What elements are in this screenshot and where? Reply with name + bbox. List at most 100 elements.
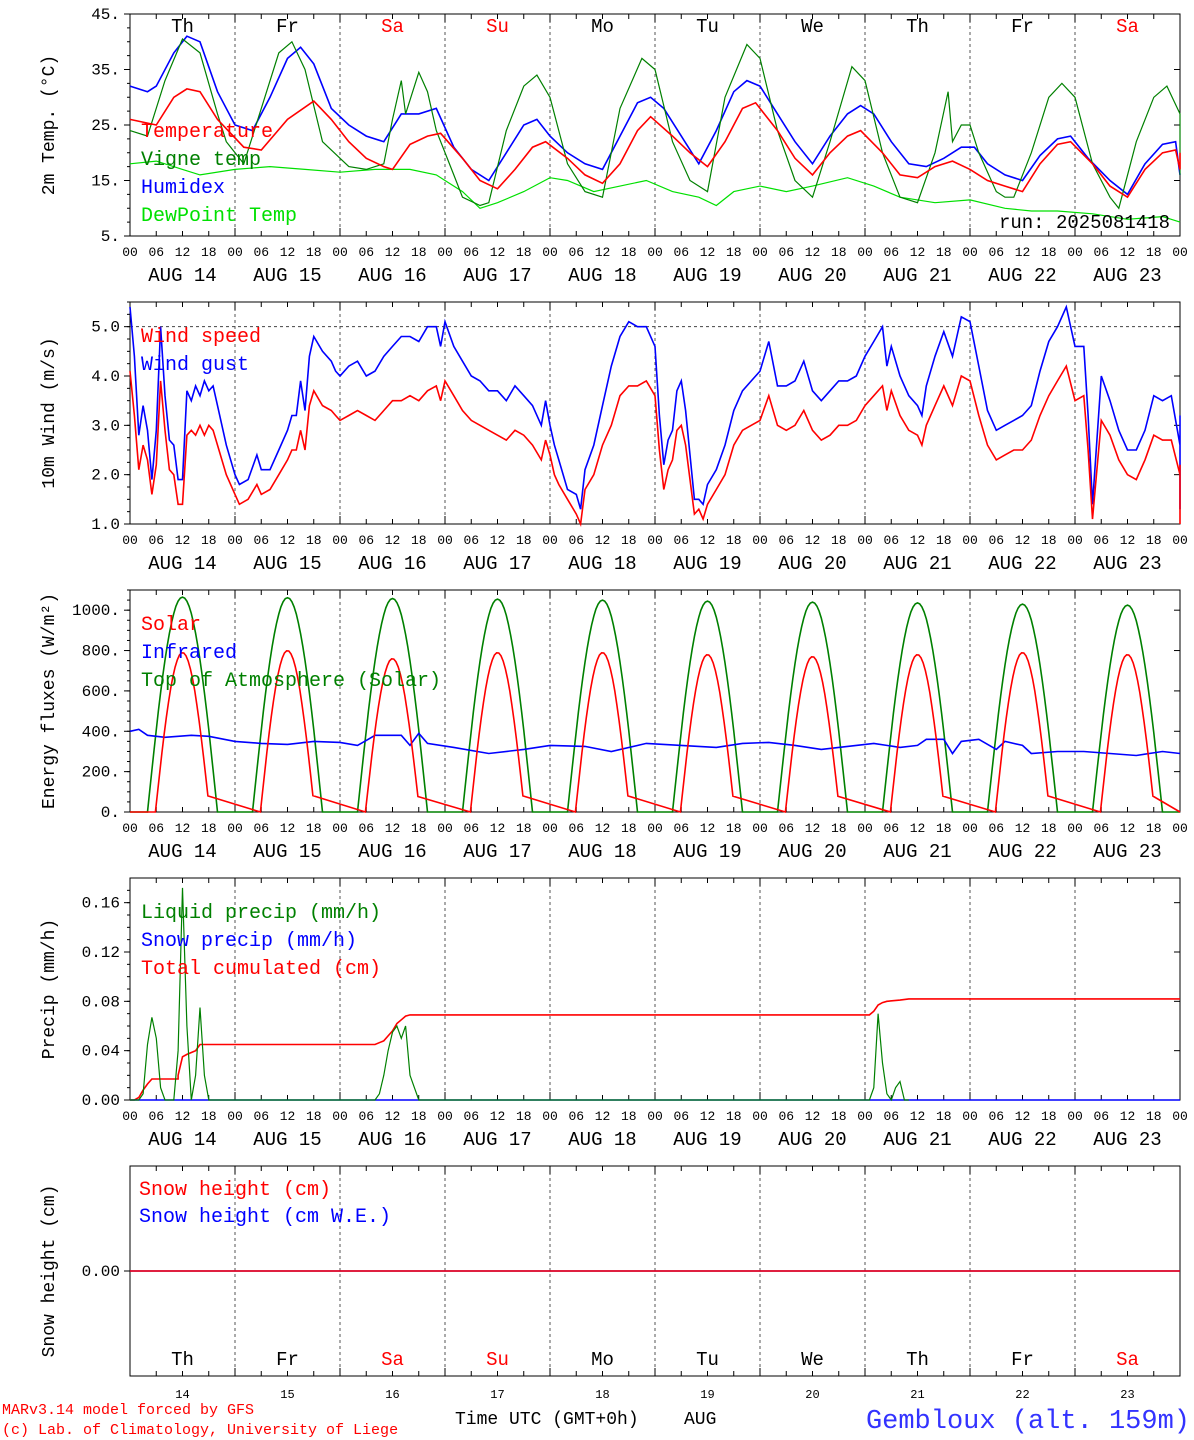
legend-entry: Total cumulated (cm)	[141, 958, 381, 981]
x-hour-label: 18	[411, 245, 427, 260]
x-date-label: AUG 17	[463, 841, 531, 863]
x-date-label: AUG 20	[778, 1129, 846, 1151]
x-date-label: AUG 23	[1093, 265, 1161, 287]
day-name-label: Fr	[1011, 16, 1034, 38]
x-hour-label: 12	[595, 821, 611, 836]
x-hour-label: 12	[700, 821, 716, 836]
day-name-label: Sa	[1116, 1349, 1139, 1371]
x-hour-label: 12	[385, 245, 401, 260]
x-hour-label: 18	[411, 533, 427, 548]
x-hour-label: 06	[988, 533, 1004, 548]
x-hour-label: 06	[1093, 533, 1109, 548]
y-tick-label: 3.0	[91, 417, 120, 435]
x-hour-label: 12	[805, 821, 821, 836]
x-hour-label: 12	[175, 533, 191, 548]
x-hour-label: 18	[831, 821, 847, 836]
credit-line-1: MARv3.14 model forced by GFS	[2, 1402, 254, 1419]
x-date-label: AUG 19	[673, 1129, 741, 1151]
x-hour-label: 06	[148, 1109, 164, 1124]
x-date-label: AUG 18	[568, 553, 636, 575]
day-name-label: Fr	[276, 1349, 299, 1371]
x-hour-label: 00	[1172, 245, 1188, 260]
footer: MARv3.14 model forced by GFS (c) Lab. of…	[2, 1402, 1190, 1439]
x-date-label: AUG 14	[148, 265, 216, 287]
y-tick-label: 800.	[82, 643, 120, 661]
x-hour-label: 00	[647, 821, 663, 836]
x-date-label: AUG 22	[988, 1129, 1056, 1151]
x-hour-label: 18	[831, 533, 847, 548]
x-hour-label: 00	[332, 245, 348, 260]
series-line	[130, 596, 1180, 813]
x-hour-label: 06	[358, 533, 374, 548]
legend-entry: Snow precip (mm/h)	[141, 930, 357, 953]
x-hour-label: 06	[358, 821, 374, 836]
x-hour-label: 12	[700, 245, 716, 260]
x-hour-label: 00	[332, 533, 348, 548]
x-date-label: AUG 23	[1093, 841, 1161, 863]
y-tick-label: 0.12	[82, 944, 120, 962]
x-hour-label: 12	[1120, 245, 1136, 260]
x-hour-label: 06	[988, 1109, 1004, 1124]
x-hour-label: 12	[1015, 533, 1031, 548]
x-hour-label: 06	[778, 821, 794, 836]
x-hour-label: 00	[542, 533, 558, 548]
x-hour-label: 06	[778, 1109, 794, 1124]
day-number-label: 16	[385, 1388, 399, 1402]
y-tick-label: 0.	[101, 804, 120, 822]
x-hour-label: 18	[1146, 821, 1162, 836]
y-tick-label: 0.08	[82, 993, 120, 1011]
run-label: run: 2025081418	[999, 212, 1170, 234]
x-hour-label: 06	[463, 245, 479, 260]
x-hour-label: 12	[490, 245, 506, 260]
day-number-label: 18	[595, 1388, 609, 1402]
y-tick-label: 0.16	[82, 895, 120, 913]
x-hour-label: 06	[253, 1109, 269, 1124]
x-hour-label: 12	[280, 821, 296, 836]
x-hour-label: 06	[253, 245, 269, 260]
day-name-label: Su	[486, 1349, 509, 1371]
x-hour-label: 18	[726, 533, 742, 548]
y-tick-label: 1000.	[72, 602, 120, 620]
x-hour-label: 00	[752, 821, 768, 836]
series-line	[130, 998, 1180, 1101]
day-name-label: Th	[171, 1349, 194, 1371]
x-date-label: AUG 14	[148, 553, 216, 575]
day-name-label: Sa	[381, 16, 404, 38]
x-hour-label: 12	[805, 245, 821, 260]
day-name-label: We	[801, 1349, 824, 1371]
x-hour-label: 18	[831, 245, 847, 260]
x-date-label: AUG 22	[988, 841, 1056, 863]
credit-line-2: (c) Lab. of Climatology, University of L…	[2, 1422, 398, 1439]
legend-entry: Infrared	[141, 642, 237, 665]
x-hour-label: 00	[857, 533, 873, 548]
x-date-label: AUG 22	[988, 265, 1056, 287]
x-hour-label: 00	[542, 821, 558, 836]
x-hour-label: 00	[227, 1109, 243, 1124]
x-hour-label: 12	[175, 245, 191, 260]
x-hour-label: 06	[1093, 245, 1109, 260]
x-hour-label: 12	[1015, 1109, 1031, 1124]
x-hour-label: 12	[910, 245, 926, 260]
day-name-label: Mo	[591, 1349, 614, 1371]
day-name-label: We	[801, 16, 824, 38]
x-hour-label: 00	[962, 1109, 978, 1124]
x-hour-label: 18	[621, 821, 637, 836]
x-hour-label: 12	[595, 1109, 611, 1124]
y-tick-label: 5.0	[91, 319, 120, 337]
x-hour-label: 00	[227, 245, 243, 260]
x-date-label: AUG 18	[568, 265, 636, 287]
x-hour-label: 18	[306, 533, 322, 548]
x-hour-label: 12	[595, 533, 611, 548]
x-hour-label: 12	[1015, 245, 1031, 260]
y-tick-label: 5.	[101, 228, 120, 246]
day-name-label: Mo	[591, 16, 614, 38]
legend-entry: Humidex	[141, 177, 225, 200]
day-number-label: 17	[490, 1388, 504, 1402]
x-hour-label: 12	[910, 1109, 926, 1124]
x-hour-label: 00	[122, 533, 138, 548]
x-date-label: AUG 19	[673, 553, 741, 575]
x-hour-label: 18	[621, 533, 637, 548]
x-hour-label: 12	[1120, 1109, 1136, 1124]
x-hour-label: 06	[778, 533, 794, 548]
x-hour-label: 12	[910, 533, 926, 548]
